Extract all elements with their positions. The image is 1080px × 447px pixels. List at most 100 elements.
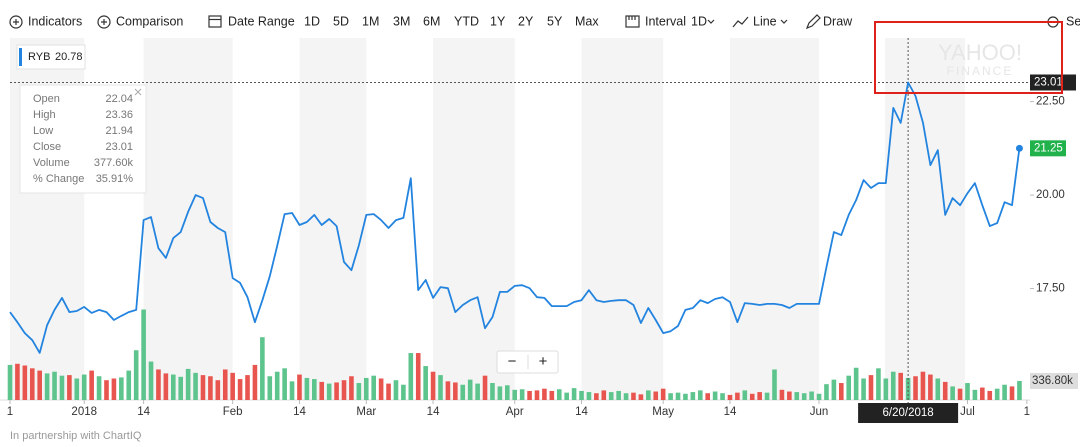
toolbar-item[interactable]: Indicators [28,14,82,28]
volume-bar [497,386,503,400]
volume-bar [831,379,837,400]
volume-bar [386,383,391,400]
x-tick-label: 2018 [71,406,97,418]
tooltip-value: 22.04 [105,93,133,105]
volume-bar [460,384,466,400]
volume-bar [230,372,235,400]
x-tick-label: 14 [293,406,306,418]
volume-bar [29,368,35,400]
tooltip-value: 21.94 [105,125,133,137]
x-tick-label: 14 [137,406,150,418]
range-button[interactable]: 1Y [490,14,506,28]
volume-bar [7,364,13,400]
volume-bar [133,350,139,400]
volume-bar [423,366,428,400]
legend-name: RYB [28,51,50,63]
range-button[interactable]: 2Y [518,14,534,28]
volume-bar [705,393,711,400]
volume-bar [853,367,859,400]
volume-bar [764,392,770,400]
volume-bar [67,375,72,400]
toolbar-item[interactable]: Line [753,14,777,28]
volume-bar [81,374,87,400]
volume-bar [334,382,339,400]
range-button[interactable]: YTD [454,14,479,28]
toolbar-item[interactable]: 1D [691,14,707,28]
range-button[interactable]: Max [575,14,599,28]
crosshair-date-box [858,403,959,423]
volume-bar [22,365,28,400]
toolbar-item[interactable]: Draw [823,14,853,28]
toolbar-item[interactable]: Settings [1066,14,1080,28]
last-label: 21.25 [1034,142,1063,154]
volume-bar [571,388,577,400]
zoom-in[interactable]: + [539,353,548,370]
volume-bar [579,390,584,400]
bands [10,38,965,400]
volume-bar [801,393,807,400]
volume-bar [957,388,963,400]
volume-bar [245,375,250,400]
volume-bar [935,378,941,400]
range-button[interactable]: 3M [393,14,410,28]
last-label-box [1030,140,1066,157]
volume-bar [549,390,555,400]
volume-bar [119,377,124,400]
tooltip-value: 23.01 [105,141,133,153]
range-button[interactable]: 5D [333,14,349,28]
watermark: FINANCE [947,64,1014,78]
volume-bar [950,386,955,400]
tooltip-label: High [33,109,56,121]
volume-bar [393,380,399,400]
toolbar-item[interactable]: Date Range [228,14,295,28]
volume-bar [720,393,725,400]
volume-bar [683,393,688,400]
toolbar-item[interactable]: Interval [645,14,686,28]
volume-bar [712,391,718,400]
band [729,38,820,400]
volume-bar [15,363,20,400]
volume-bar [972,389,978,400]
range-button[interactable]: 1D [304,14,320,28]
volume-bar [453,382,458,400]
volume-bar [965,383,970,400]
volume-bar [735,392,740,400]
volume-bar [727,394,733,400]
volume-bar [185,368,191,400]
close-label: 23.01 [1034,77,1063,89]
volume-bar [1017,380,1022,400]
volume-bar [89,370,94,400]
volume-bar [289,381,295,400]
close-icon[interactable] [134,88,142,96]
volume-bar [616,390,621,400]
volume-bar [52,371,57,400]
volume-bar [608,392,614,400]
tooltip-label: Low [33,125,53,137]
range-button[interactable]: 1M [362,14,379,28]
toolbar-item[interactable]: Comparison [116,14,183,28]
highlight-box [874,21,1063,94]
volume-bar [252,364,258,400]
volume-bar [170,374,176,400]
zoom-out[interactable]: − [508,353,517,370]
band [433,38,515,400]
volume-bar [631,392,636,400]
x-tick-label: 1 [7,406,13,418]
volume-bar [816,393,822,400]
volume-bar [96,376,102,400]
volume-bar [1002,384,1007,400]
icon [97,15,111,29]
volume-bar [660,388,666,400]
tooltip-value: 377.60k [94,157,134,169]
tooltip-label: Close [33,141,61,153]
volume-bar [846,375,852,400]
range-button[interactable]: 5Y [547,14,563,28]
volume-bar [37,370,42,400]
crosshair-date: 6/20/2018 [883,407,934,419]
last-point [1015,144,1023,152]
range-button[interactable]: 6M [423,14,440,28]
volume-bar [920,371,926,400]
volume-bar [742,390,748,400]
